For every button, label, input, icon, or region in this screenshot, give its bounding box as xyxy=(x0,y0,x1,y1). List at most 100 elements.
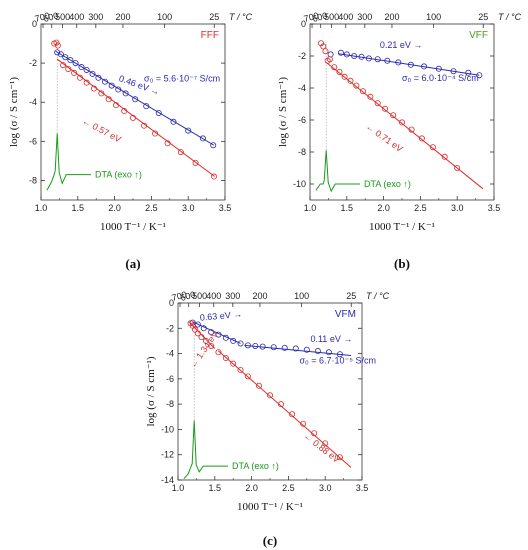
sample-label: FFF xyxy=(201,30,219,41)
data-point xyxy=(266,392,273,399)
data-point xyxy=(54,49,61,56)
y-tick-label: -14 xyxy=(161,475,174,485)
data-point xyxy=(322,440,329,447)
data-point xyxy=(336,69,343,76)
data-point xyxy=(331,64,338,71)
data-point xyxy=(237,367,244,374)
annotation: ← 0.88 eV xyxy=(302,431,342,465)
top-tick-label: 300 xyxy=(357,12,372,22)
data-point xyxy=(408,126,415,133)
x-tick-label: 3.0 xyxy=(319,483,332,493)
x-tick-label: 1.5 xyxy=(72,203,85,213)
data-point xyxy=(62,54,69,61)
dta-curve xyxy=(183,420,228,480)
dta-label: DTA (exo ↑) xyxy=(364,179,411,189)
annotation: 0.63 eV → xyxy=(199,309,242,323)
top-tick-label: 600 xyxy=(311,10,328,24)
data-point xyxy=(222,354,229,361)
x-tick-label: 3.0 xyxy=(182,203,195,213)
data-point xyxy=(441,153,448,160)
plot-frame xyxy=(309,23,495,201)
dta-label: DTA (exo ↑) xyxy=(95,170,142,180)
fit-line xyxy=(55,50,215,146)
data-point xyxy=(215,349,222,356)
data-point xyxy=(185,127,192,134)
data-point xyxy=(351,53,358,60)
data-point xyxy=(374,56,381,63)
data-point xyxy=(108,82,115,89)
sample-label: VFF xyxy=(469,30,488,41)
top-axis-label: T / °C xyxy=(498,12,522,22)
data-point xyxy=(72,60,79,67)
top-tick-label: 300 xyxy=(225,291,240,301)
top-tick-label: 300 xyxy=(88,12,103,22)
x-tick-label: 1.0 xyxy=(304,203,317,213)
data-point xyxy=(384,57,391,64)
y-tick-label: -8 xyxy=(166,399,174,409)
data-point xyxy=(60,62,67,69)
data-point xyxy=(270,344,277,351)
data-point xyxy=(382,105,389,112)
x-tick-label: 1.5 xyxy=(209,483,222,493)
data-point xyxy=(121,108,128,115)
data-point xyxy=(71,69,78,76)
data-point xyxy=(90,85,97,92)
y-tick-label: -10 xyxy=(293,179,306,189)
data-point xyxy=(230,360,237,367)
data-point xyxy=(95,74,102,81)
data-point xyxy=(210,173,217,180)
data-point xyxy=(454,164,461,171)
fit-line xyxy=(244,344,352,356)
data-point xyxy=(395,59,402,66)
data-point xyxy=(198,334,205,341)
data-point xyxy=(132,96,139,103)
data-point xyxy=(343,51,350,58)
data-point xyxy=(390,112,397,119)
top-tick-label: 600 xyxy=(179,289,196,303)
top-tick-label: 700 xyxy=(171,289,188,303)
dta-curve xyxy=(315,150,360,193)
y-tick-label: 0 xyxy=(301,19,306,29)
y-tick-label: -6 xyxy=(298,115,306,125)
annotation: σ₀ = 5.6·10⁻⁷ S/cm xyxy=(144,74,220,84)
fit-line xyxy=(218,350,352,468)
top-tick-label: 500 xyxy=(55,12,70,22)
data-point xyxy=(164,140,171,147)
y-tick-label: -6 xyxy=(29,136,37,146)
data-point xyxy=(303,346,310,353)
y-tick-label: -4 xyxy=(166,349,174,359)
data-point xyxy=(407,61,414,68)
x-axis-label: 1000 T⁻¹ / K⁻¹ xyxy=(237,501,303,513)
dta-curve xyxy=(46,133,91,191)
data-point xyxy=(102,78,109,85)
y-tick-label: -8 xyxy=(298,147,306,157)
annotation: ← 0.71 eV xyxy=(364,121,405,154)
data-point xyxy=(143,103,150,110)
y-tick-label: -4 xyxy=(298,83,306,93)
data-point xyxy=(465,69,472,76)
sample-label: VFM xyxy=(335,309,356,320)
y-axis-label: log (σ / S cm⁻¹) xyxy=(8,77,20,147)
top-tick-label: 400 xyxy=(206,291,221,301)
data-point xyxy=(353,82,360,89)
data-point xyxy=(358,53,365,60)
y-tick-label: -2 xyxy=(298,51,306,61)
data-point xyxy=(337,49,344,56)
x-tick-label: 3.5 xyxy=(488,203,501,213)
data-point xyxy=(177,149,184,156)
fit-line xyxy=(188,321,216,349)
x-tick-label: 3.5 xyxy=(219,203,232,213)
data-point xyxy=(54,42,61,49)
annotation: ← 0.57 eV xyxy=(81,116,123,145)
data-point xyxy=(230,337,237,344)
top-tick-label: 200 xyxy=(384,12,399,22)
top-tick-label: 500 xyxy=(324,12,339,22)
data-point xyxy=(67,57,74,64)
data-point xyxy=(215,331,222,338)
data-point xyxy=(325,349,332,356)
data-point xyxy=(141,122,148,129)
data-point xyxy=(281,344,288,351)
data-point xyxy=(435,65,442,72)
